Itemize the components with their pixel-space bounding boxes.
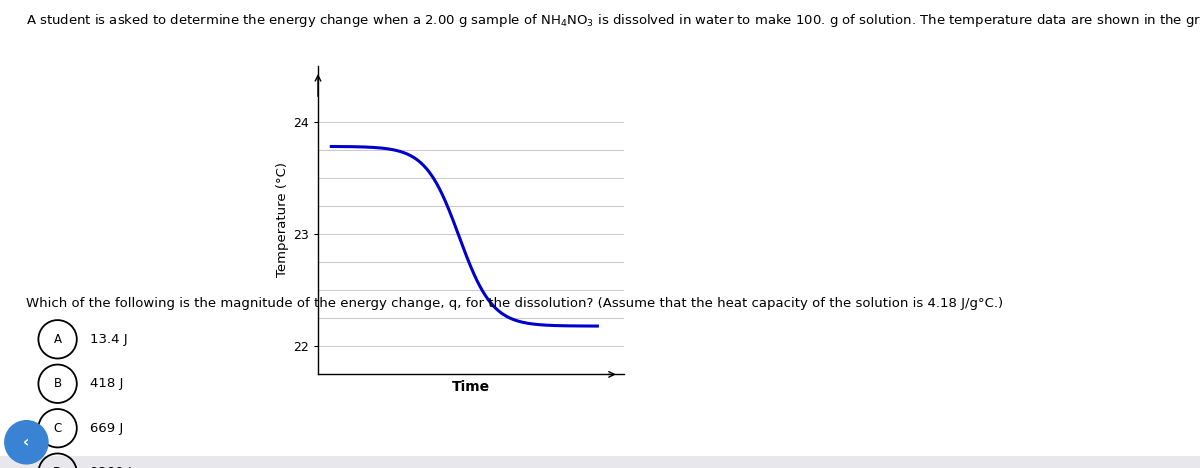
Text: 9280 J: 9280 J <box>90 466 132 468</box>
Text: C: C <box>54 422 61 435</box>
Text: 418 J: 418 J <box>90 377 124 390</box>
Text: 13.4 J: 13.4 J <box>90 333 127 346</box>
Y-axis label: Temperature (°C): Temperature (°C) <box>276 162 289 278</box>
Text: A: A <box>54 333 61 346</box>
Text: B: B <box>54 377 61 390</box>
X-axis label: Time: Time <box>452 380 490 394</box>
Text: D: D <box>53 466 62 468</box>
Text: Which of the following is the magnitude of the energy change, q, for the dissolu: Which of the following is the magnitude … <box>26 297 1003 310</box>
Text: 669 J: 669 J <box>90 422 124 435</box>
Text: ‹: ‹ <box>23 435 30 450</box>
Text: A student is asked to determine the energy change when a 2.00 g sample of $\math: A student is asked to determine the ener… <box>26 12 1200 29</box>
